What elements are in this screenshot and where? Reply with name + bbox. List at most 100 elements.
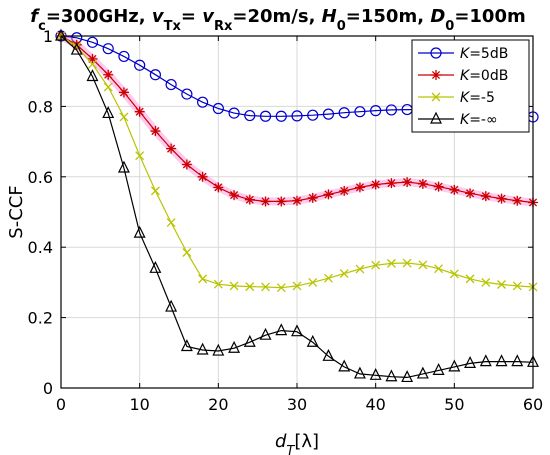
data-point bbox=[401, 370, 414, 383]
data-point bbox=[417, 178, 428, 189]
data-point bbox=[449, 184, 460, 195]
data-point bbox=[306, 334, 319, 347]
data-point bbox=[434, 264, 444, 274]
data-point bbox=[261, 282, 270, 292]
data-point bbox=[117, 160, 130, 173]
data-point bbox=[276, 283, 286, 293]
plot-series bbox=[55, 28, 539, 383]
data-point bbox=[180, 339, 193, 352]
series-2 bbox=[56, 31, 538, 293]
legend-entry: K=-5 bbox=[418, 90, 495, 106]
data-point bbox=[465, 274, 475, 284]
data-point bbox=[402, 177, 413, 188]
data-point bbox=[386, 178, 397, 189]
legend-entry: K=0dB bbox=[418, 68, 508, 84]
data-point bbox=[166, 218, 176, 228]
data-point bbox=[371, 260, 381, 270]
data-point bbox=[402, 258, 412, 268]
data-point bbox=[197, 171, 208, 182]
data-point bbox=[275, 110, 287, 122]
legend-label: K=0dB bbox=[460, 68, 508, 84]
data-point bbox=[243, 334, 256, 347]
x-tick-label: 30 bbox=[287, 395, 307, 414]
data-point bbox=[70, 42, 83, 55]
data-point bbox=[102, 43, 114, 55]
data-point bbox=[118, 50, 130, 63]
data-point bbox=[481, 277, 491, 287]
data-point bbox=[228, 107, 240, 119]
data-point bbox=[212, 343, 225, 356]
data-point bbox=[135, 151, 145, 161]
data-point bbox=[354, 182, 365, 193]
data-point bbox=[213, 279, 223, 289]
data-point bbox=[496, 193, 507, 204]
data-point bbox=[102, 106, 115, 119]
data-point bbox=[119, 112, 129, 122]
legend-label: K=5dB bbox=[460, 46, 508, 62]
data-point bbox=[212, 102, 224, 115]
data-point bbox=[416, 366, 429, 379]
data-point bbox=[245, 282, 255, 292]
data-point bbox=[369, 367, 382, 380]
data-point bbox=[134, 106, 145, 117]
data-point bbox=[182, 248, 192, 257]
x-tick-label: 50 bbox=[444, 395, 464, 414]
data-point bbox=[198, 274, 208, 284]
data-point bbox=[229, 281, 239, 291]
data-point bbox=[308, 277, 318, 287]
data-point bbox=[150, 126, 161, 137]
data-point bbox=[149, 260, 162, 273]
data-point bbox=[103, 69, 114, 80]
x-tick-label: 40 bbox=[365, 395, 385, 414]
data-point bbox=[512, 195, 523, 206]
data-point bbox=[150, 186, 160, 196]
series-1 bbox=[56, 31, 538, 208]
data-point bbox=[322, 348, 335, 361]
data-point bbox=[497, 280, 506, 289]
data-point bbox=[370, 105, 382, 117]
y-tick-label: 0.8 bbox=[28, 97, 53, 116]
data-point bbox=[431, 92, 441, 102]
data-point bbox=[386, 258, 396, 268]
data-point bbox=[431, 70, 441, 80]
data-point bbox=[480, 191, 491, 202]
data-point bbox=[322, 108, 335, 120]
data-point bbox=[338, 359, 351, 372]
data-point bbox=[181, 159, 192, 170]
data-point bbox=[134, 59, 146, 71]
data-point bbox=[196, 342, 209, 355]
data-point bbox=[339, 269, 349, 279]
y-tick-label: 0.2 bbox=[28, 309, 53, 328]
chart-title: fc=300GHz, vTx= vRx=20m/s, H0=150m, D0=1… bbox=[30, 6, 525, 34]
data-point bbox=[385, 104, 397, 116]
data-point bbox=[276, 196, 287, 207]
y-tick-label: 0 bbox=[43, 379, 53, 398]
data-point bbox=[197, 96, 209, 108]
data-point bbox=[291, 110, 303, 122]
data-point bbox=[292, 281, 302, 291]
data-point bbox=[292, 195, 302, 206]
series-3 bbox=[55, 28, 539, 383]
data-point bbox=[166, 143, 177, 154]
data-point bbox=[86, 36, 99, 48]
legend: K=5dB K=0dB K=-5 K=-∞ bbox=[411, 39, 530, 133]
data-point bbox=[324, 273, 333, 283]
data-point bbox=[385, 369, 398, 382]
data-point bbox=[181, 88, 193, 100]
axis-ticks: 0 10 20 30 40 50 60 0 0.2 0.4 0.6 0.8 1 bbox=[28, 27, 544, 414]
data-point bbox=[448, 359, 461, 372]
data-point bbox=[464, 356, 477, 368]
data-point bbox=[88, 59, 97, 69]
y-tick-label: 0.6 bbox=[28, 168, 53, 187]
y-tick-label: 0.4 bbox=[28, 238, 53, 257]
data-point bbox=[430, 47, 442, 59]
data-point bbox=[338, 107, 350, 119]
data-point bbox=[354, 106, 366, 118]
data-point bbox=[229, 190, 240, 201]
data-point bbox=[86, 69, 99, 82]
data-point bbox=[323, 189, 334, 200]
data-point bbox=[275, 323, 288, 336]
data-point bbox=[432, 363, 445, 375]
y-axis-label: S-CCF bbox=[6, 185, 27, 238]
data-point bbox=[465, 188, 476, 199]
